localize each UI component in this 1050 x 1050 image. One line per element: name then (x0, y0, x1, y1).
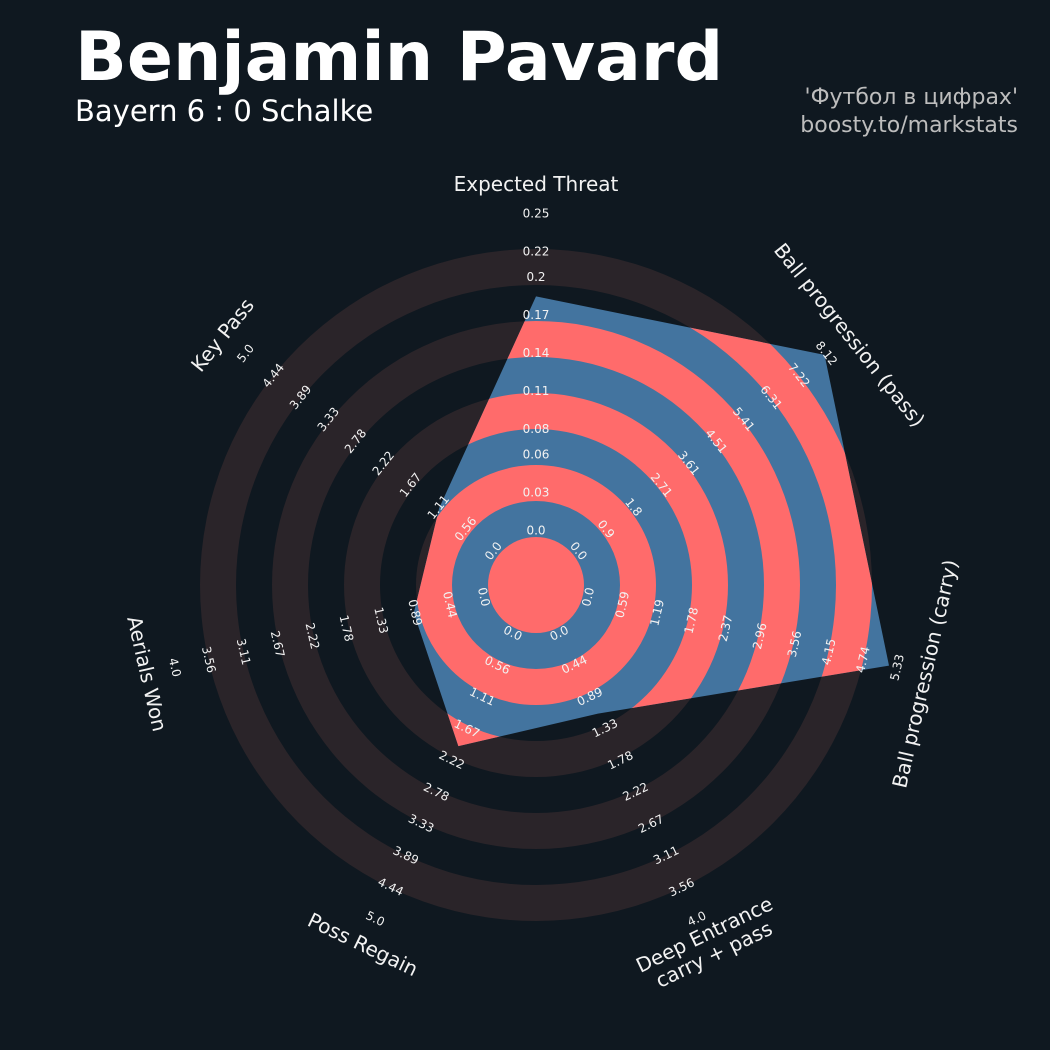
tick-label: 0.17 (523, 308, 550, 322)
tick-label: 2.67 (268, 629, 288, 658)
tick-label: 2.96 (750, 621, 770, 650)
tick-label: 0.08 (523, 422, 550, 436)
tick-label: 0.89 (405, 598, 425, 627)
tick-label: 3.11 (234, 637, 254, 666)
tick-label: 0.03 (523, 485, 550, 499)
tick-label: 0.06 (523, 447, 550, 461)
tick-label: 0.0 (526, 524, 545, 538)
tick-label: 5.33 (887, 653, 907, 682)
credit: boosty.to/markstats (800, 113, 1018, 138)
tick-label: 0.44 (440, 590, 460, 619)
tick-label: 0.0 (579, 586, 597, 608)
tick-label: 0.22 (523, 245, 550, 259)
tick-label: 4.74 (853, 645, 873, 674)
tick-label: 1.33 (371, 606, 391, 635)
tick-label: 1.19 (647, 598, 667, 627)
tick-label: 4.15 (819, 637, 839, 666)
tick-label: 0.2 (526, 270, 545, 284)
tick-label: 0.14 (523, 346, 550, 360)
tick-label: 3.56 (199, 645, 219, 674)
radar-rings (413, 296, 872, 747)
tick-label: 2.22 (303, 621, 323, 650)
tick-label: 3.56 (785, 629, 805, 658)
tick-label: 4.0 (166, 657, 184, 679)
tick-label: 0.11 (523, 384, 550, 398)
inner-ring (416, 465, 656, 705)
chart-subtitle: Bayern 6 : 0 Schalke (75, 94, 373, 128)
credit: 'Футбол в цифрах' (805, 85, 1018, 110)
tick-label: 2.37 (716, 614, 736, 643)
tick-label: 0.59 (613, 590, 633, 619)
axis-label-line: Expected Threat (454, 172, 619, 196)
chart-title: Benjamin Pavard (75, 18, 723, 97)
tick-label: 0.25 (523, 207, 550, 221)
tick-label: 0.0 (475, 586, 493, 608)
axis-label: Expected Threat (454, 172, 619, 196)
tick-label: 1.78 (682, 606, 702, 635)
tick-label: 1.78 (337, 614, 357, 643)
inner-ring (488, 537, 584, 633)
